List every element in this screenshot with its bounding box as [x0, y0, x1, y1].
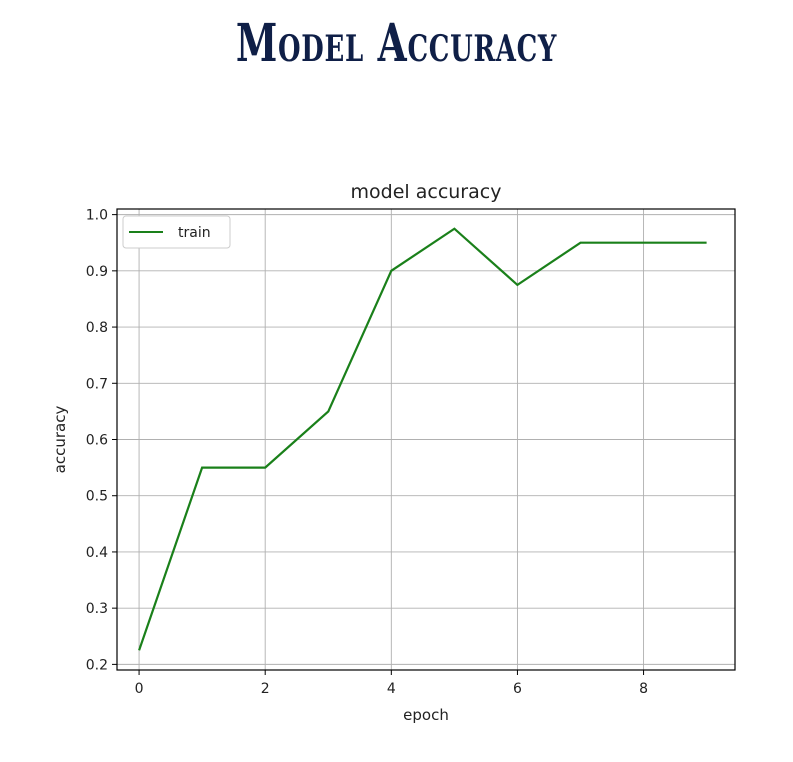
series-line-train: [138, 227, 707, 651]
y-tick-label: 0.8: [86, 320, 108, 336]
y-axis-label: accuracy: [51, 406, 69, 474]
grid-lines: [117, 209, 735, 670]
y-tick-label: 0.9: [86, 264, 108, 280]
axis-ticks: 0 2 4 6 8 0.2 0.3 0.4 0.5 0.6 0.7 0.8 0.9 1.0: [86, 208, 648, 697]
legend: train: [122, 215, 231, 249]
chart-title: model accuracy: [351, 181, 502, 203]
y-tick-label: 1.0: [86, 208, 108, 224]
legend-label-train: train: [178, 225, 211, 241]
page-title: Model Accuracy: [235, 13, 558, 74]
series-layer: [138, 227, 707, 651]
x-axis-label: epoch: [403, 706, 449, 724]
y-tick-label: 0.3: [86, 601, 108, 617]
y-tick-label: 0.7: [86, 376, 108, 392]
y-tick-label: 0.2: [86, 657, 108, 673]
legend-box: [122, 215, 231, 249]
y-tick-label: 0.4: [86, 545, 108, 561]
x-tick-label: 6: [513, 681, 522, 697]
x-tick-label: 8: [639, 681, 648, 697]
x-tick-label: 2: [261, 681, 270, 697]
y-tick-label: 0.5: [86, 489, 108, 505]
y-tick-label: 0.6: [86, 433, 108, 449]
x-tick-label: 0: [135, 681, 144, 697]
x-tick-label: 4: [387, 681, 396, 697]
